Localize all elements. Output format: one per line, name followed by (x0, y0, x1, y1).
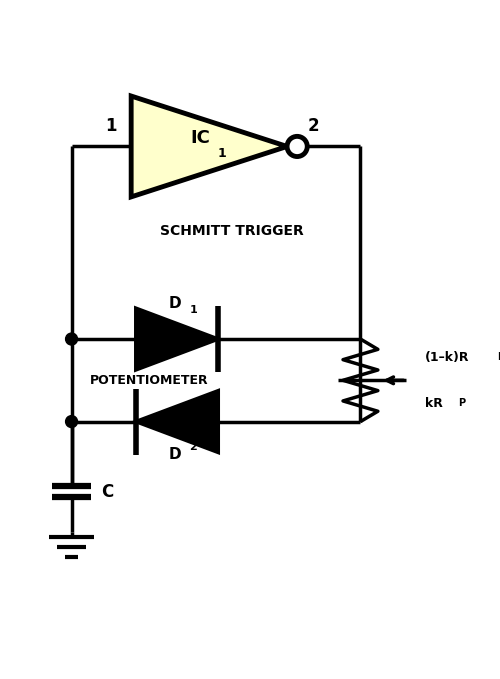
Circle shape (287, 136, 307, 157)
Circle shape (66, 416, 78, 428)
Text: 1: 1 (105, 117, 117, 135)
Text: 1: 1 (218, 147, 226, 160)
Text: SCHMITT TRIGGER: SCHMITT TRIGGER (160, 224, 304, 238)
Polygon shape (131, 96, 287, 197)
Text: P: P (497, 352, 500, 363)
Text: (1–k)R: (1–k)R (424, 351, 469, 364)
Text: D: D (168, 447, 181, 462)
Polygon shape (136, 308, 218, 370)
Polygon shape (136, 390, 218, 452)
Text: 2: 2 (308, 117, 320, 135)
Circle shape (66, 333, 78, 345)
Text: POTENTIOMETER: POTENTIOMETER (90, 374, 209, 387)
Text: kR: kR (424, 397, 442, 409)
Text: P: P (458, 399, 465, 408)
Text: 2: 2 (189, 442, 197, 452)
Text: C: C (102, 483, 114, 500)
Text: IC: IC (190, 129, 210, 147)
Text: 1: 1 (189, 305, 197, 315)
Text: D: D (168, 295, 181, 310)
